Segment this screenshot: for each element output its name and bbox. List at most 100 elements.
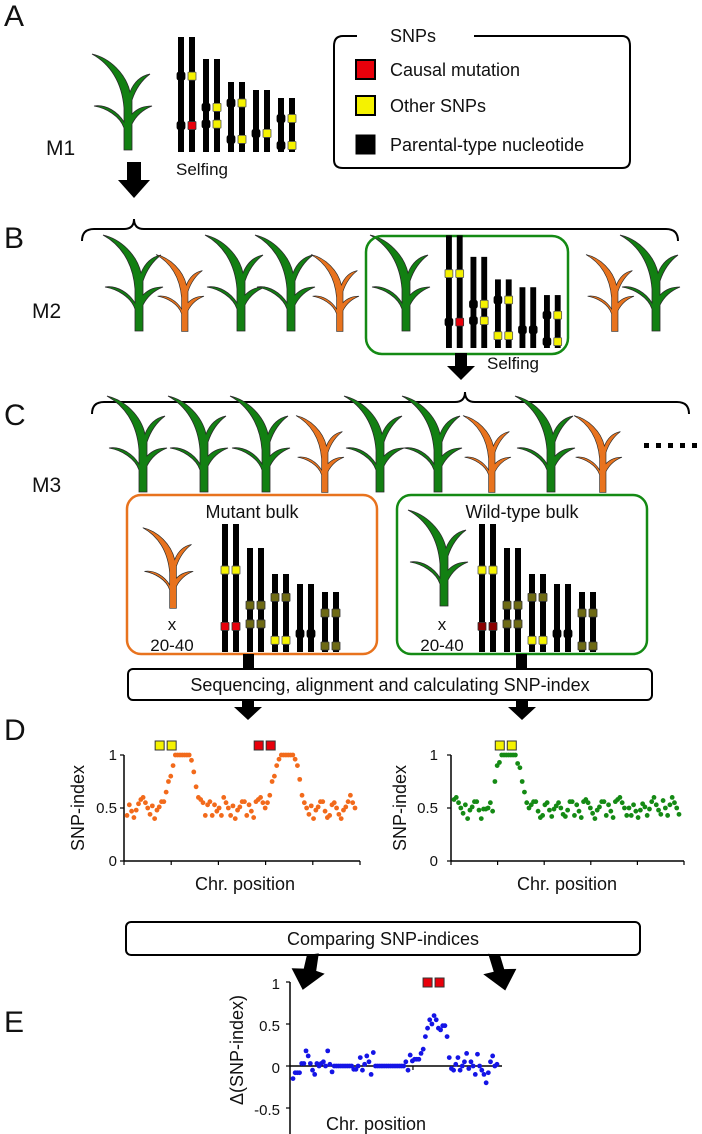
data-point	[129, 808, 135, 814]
chromosome	[222, 524, 228, 652]
delta-snp-index-chart: 1 0.5 0 -0.5 -1 Δ(SNP-index) Chr. positi…	[227, 976, 502, 1134]
data-point	[265, 800, 270, 806]
data-point	[407, 1052, 413, 1058]
data-point	[248, 808, 254, 814]
data-point	[635, 815, 641, 820]
wildtype-plant-icon	[401, 395, 463, 493]
data-point	[362, 1061, 368, 1067]
chromosome	[258, 548, 264, 652]
other-snp-marker	[504, 295, 514, 305]
causal-mutation-marker	[455, 317, 465, 327]
data-point	[366, 1059, 372, 1065]
chromosome	[530, 287, 537, 348]
data-point	[189, 757, 194, 763]
data-point	[466, 1066, 472, 1071]
comparing-box	[125, 921, 641, 956]
data-point	[465, 816, 471, 821]
other-snp-marker	[502, 600, 512, 610]
data-point	[653, 802, 659, 808]
data-point	[464, 1051, 470, 1056]
data-point	[479, 1067, 485, 1073]
wildtype-bulk: Wild-type bulk x 20-40	[395, 493, 649, 656]
parental-band	[493, 295, 503, 305]
data-point	[202, 813, 208, 818]
data-point	[676, 811, 682, 817]
wildtype-plant-icon	[229, 395, 291, 493]
m1-plant-icon	[91, 53, 153, 151]
data-point	[145, 805, 151, 811]
data-point	[274, 763, 280, 768]
parental-band	[469, 316, 478, 325]
wildtype-bulk-count: 20-40	[420, 636, 463, 655]
data-point	[308, 803, 314, 809]
m3-plant-row	[106, 395, 623, 493]
other-snp-marker	[588, 641, 598, 651]
data-point	[669, 795, 675, 800]
m2-chromosome-set	[444, 235, 563, 348]
other-snp-marker	[245, 619, 255, 629]
data-point	[481, 1072, 487, 1077]
chromosome	[456, 235, 463, 348]
parental-band	[276, 141, 286, 150]
data-point	[223, 800, 229, 806]
chromosome	[228, 82, 234, 152]
other-snp-marker	[477, 565, 487, 575]
data-point	[603, 813, 609, 818]
data-point	[207, 799, 213, 805]
chromosome	[540, 574, 546, 652]
data-point	[200, 800, 206, 806]
data-point	[456, 800, 461, 806]
data-point	[644, 813, 650, 818]
data-point	[327, 813, 333, 818]
other-snp-marker	[527, 593, 537, 602]
data-point	[258, 795, 263, 800]
other-snp-marker	[231, 565, 241, 575]
causal-mutation-marker	[220, 622, 230, 631]
data-point	[477, 1063, 483, 1069]
data-point	[458, 805, 464, 811]
legend-item-causal: Causal mutation	[355, 59, 520, 80]
data-point	[647, 806, 652, 812]
data-point	[161, 799, 167, 805]
wildtype-plant-icon	[167, 395, 229, 493]
parental-band	[542, 310, 552, 320]
data-point	[242, 799, 247, 805]
data-point	[569, 799, 575, 805]
data-point	[494, 1061, 500, 1067]
mutant-bulk-count: 20-40	[150, 636, 193, 655]
data-point	[133, 807, 139, 813]
data-point	[522, 789, 527, 795]
chromosome	[446, 235, 452, 348]
parental-band	[295, 629, 305, 639]
wildtype-plant-icon	[102, 234, 164, 332]
data-point	[416, 1056, 422, 1062]
data-point	[295, 763, 300, 768]
data-point	[472, 1072, 478, 1077]
data-point	[606, 802, 611, 808]
panel-label-b: B	[4, 222, 24, 255]
selfing-label-m1: Selfing	[176, 160, 228, 179]
other-snp-marker	[154, 740, 165, 751]
data-point	[228, 813, 234, 818]
data-point	[334, 805, 339, 811]
other-snp-marker	[444, 269, 454, 278]
data-point	[608, 808, 614, 814]
sequencing-step: Sequencing, alignment and calculating SN…	[127, 668, 653, 701]
data-point	[631, 802, 636, 808]
y-tick-label: 1	[272, 976, 280, 993]
data-point	[425, 1025, 430, 1031]
data-point	[485, 1070, 491, 1076]
mutant-plant-icon	[573, 415, 623, 493]
wildtype-bulk-chromosome-set	[477, 524, 598, 652]
data-point	[336, 811, 342, 817]
data-point	[303, 1048, 309, 1054]
data-point	[667, 802, 673, 808]
data-point	[304, 805, 310, 811]
legend-item-other: Other SNPs	[355, 95, 486, 116]
data-point	[232, 816, 238, 821]
wildtype-bulk-x: x	[438, 615, 447, 634]
other-snp-marker	[287, 114, 297, 123]
chromosome	[297, 584, 303, 652]
data-point	[307, 1061, 313, 1066]
comparing-step: Comparing SNP-indices	[125, 921, 641, 956]
